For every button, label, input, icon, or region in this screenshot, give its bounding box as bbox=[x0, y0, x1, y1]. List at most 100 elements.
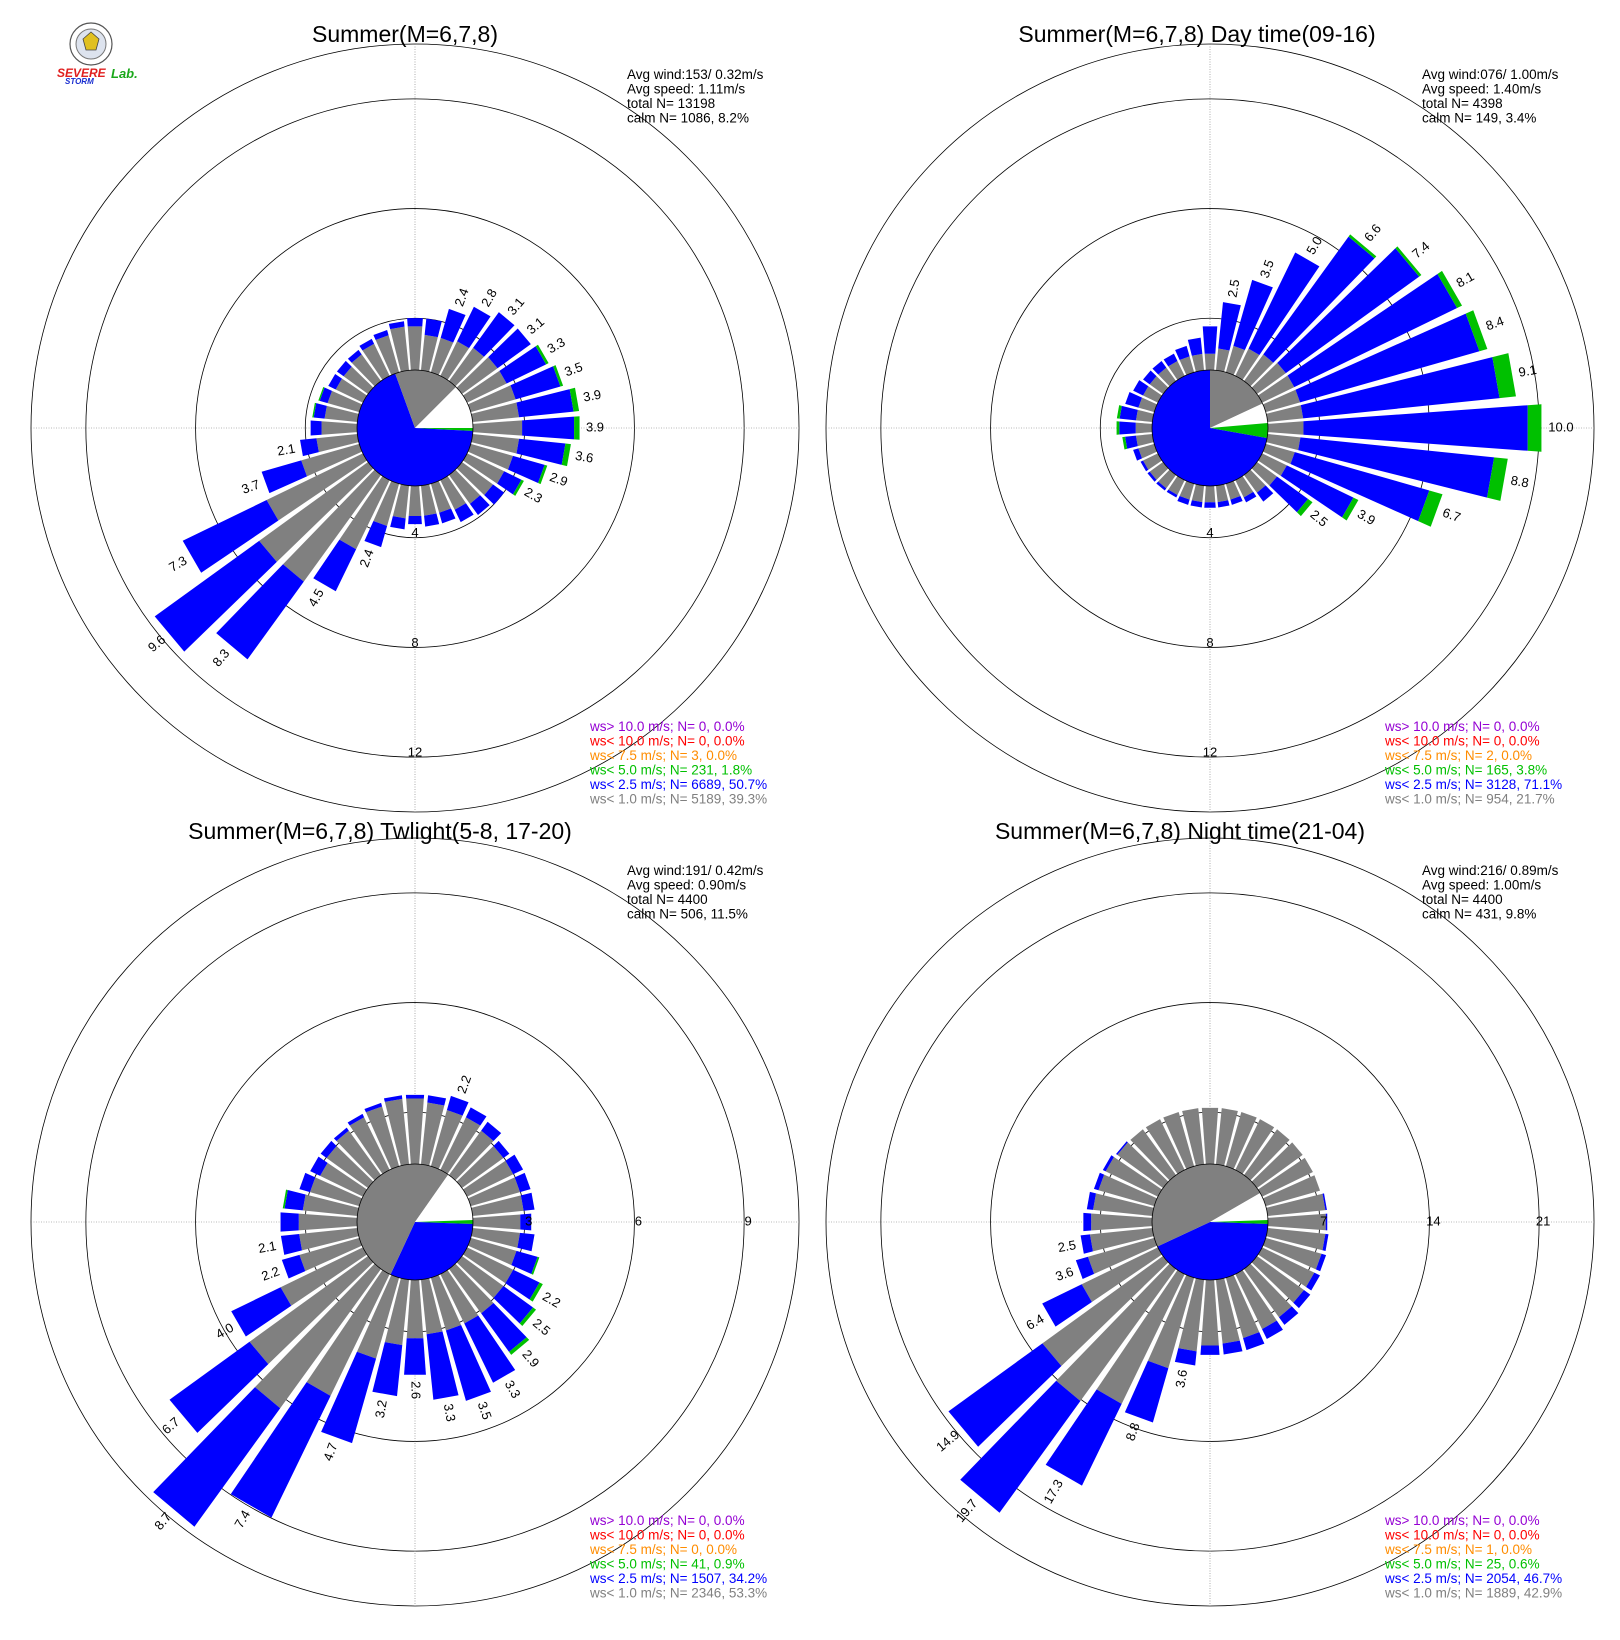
bar-segment-gray bbox=[1089, 1227, 1154, 1252]
legend-entry: ws< 10.0 m/s; N= 0, 0.0% bbox=[589, 734, 745, 749]
bar-segment-gray bbox=[326, 1146, 374, 1188]
bar-segment-blue bbox=[454, 503, 474, 523]
ring-label: 4 bbox=[411, 525, 418, 540]
legend-entry: ws< 2.5 m/s; N= 3128, 71.1% bbox=[1384, 777, 1562, 792]
bar-label: 3.3 bbox=[545, 334, 568, 356]
legend-entry: ws> 10.0 m/s; N= 0, 0.0% bbox=[1384, 719, 1540, 734]
bar-label: 3.9 bbox=[582, 387, 602, 405]
bar-label: 4.7 bbox=[320, 1441, 340, 1463]
bar-segment-blue bbox=[520, 1192, 535, 1211]
calm-sector-gray bbox=[415, 370, 457, 428]
calm-sector-blue bbox=[357, 373, 473, 486]
bar-segment-gray bbox=[456, 1146, 504, 1188]
bar-segment-blue bbox=[517, 1232, 535, 1252]
bar-segment-blue bbox=[484, 484, 505, 505]
bar-segment-gray bbox=[1235, 1270, 1277, 1330]
bar-segment-green bbox=[519, 1307, 537, 1326]
bar-segment-blue bbox=[510, 366, 561, 400]
bar-segment-gray bbox=[1244, 1263, 1292, 1318]
bar-segment-blue bbox=[347, 1113, 365, 1126]
ring-label: 14 bbox=[1426, 1213, 1440, 1228]
bar-label: 2.6 bbox=[409, 1381, 424, 1399]
ring-label: 8 bbox=[1206, 635, 1213, 650]
bar-label: 2.5 bbox=[1057, 1237, 1077, 1255]
bar-segment-gray bbox=[1244, 354, 1274, 387]
bar-segment-gray bbox=[1135, 409, 1154, 423]
bar-segment-gray bbox=[1258, 1247, 1315, 1288]
legend-entry: ws< 2.5 m/s; N= 1507, 34.2% bbox=[589, 1571, 767, 1586]
bar-segment-blue bbox=[319, 387, 333, 404]
bar-segment-gray bbox=[1130, 1129, 1176, 1181]
bar-label: 2.9 bbox=[548, 469, 570, 489]
bar-segment-blue bbox=[1300, 357, 1500, 419]
bar-label: 8.3 bbox=[209, 646, 232, 669]
bar-segment-blue bbox=[440, 308, 466, 343]
bar-segment-gray bbox=[420, 1102, 445, 1166]
bar-segment-green bbox=[529, 1282, 543, 1302]
legend-entry: ws> 10.0 m/s; N= 0, 0.0% bbox=[589, 1513, 745, 1528]
bar-segment-blue bbox=[1230, 495, 1243, 505]
stat-line: calm N= 431, 9.8% bbox=[1422, 907, 1536, 922]
bar-label: 3.6 bbox=[574, 448, 594, 466]
bar-segment-blue bbox=[182, 500, 279, 573]
bar-segment-gray bbox=[1204, 485, 1216, 503]
bar-segment-blue bbox=[1248, 252, 1320, 355]
bar-segment-green bbox=[1116, 421, 1120, 435]
legend-entry: ws< 1.0 m/s; N= 954, 21.7% bbox=[1384, 792, 1555, 807]
bar-segment-green bbox=[1418, 490, 1443, 527]
calm-sector-gray bbox=[1210, 1164, 1261, 1222]
calm-sector-gray bbox=[1210, 370, 1263, 428]
bar-segment-blue bbox=[1119, 405, 1138, 421]
bar-label: 3.3 bbox=[502, 1378, 524, 1401]
bar-segment-blue bbox=[1116, 1141, 1128, 1155]
bar-label: 3.2 bbox=[372, 1399, 390, 1419]
bar-segment-gray bbox=[1087, 1237, 1158, 1274]
bar-label: 9.1 bbox=[1517, 362, 1537, 380]
bar-segment-gray bbox=[1266, 1193, 1326, 1217]
bar-segment-gray bbox=[406, 1098, 424, 1165]
bar-label: 14.9 bbox=[933, 1427, 962, 1455]
legend-entry: ws< 7.5 m/s; N= 0, 0.0% bbox=[589, 1542, 737, 1557]
bar-segment-gray bbox=[471, 402, 520, 423]
panel-title: Summer(M=6,7,8) Day time(09-16) bbox=[1018, 21, 1375, 47]
bar-segment-gray bbox=[320, 1162, 367, 1197]
bar-segment-gray bbox=[1158, 469, 1176, 489]
bar-segment-green bbox=[553, 365, 564, 387]
bar-segment-gray bbox=[456, 1256, 504, 1298]
bar-label: 4.0 bbox=[213, 1320, 236, 1342]
bar-segment-blue bbox=[1295, 313, 1480, 403]
bar-segment-green bbox=[1348, 234, 1377, 259]
bar-segment-gray bbox=[467, 385, 516, 413]
ring-label: 8 bbox=[411, 635, 418, 650]
bar-segment-green bbox=[1116, 405, 1122, 419]
bar-segment-gray bbox=[1098, 1174, 1158, 1207]
bar-segment-blue bbox=[1202, 326, 1218, 354]
bar-segment-gray bbox=[1143, 453, 1162, 470]
bar-segment-blue bbox=[1315, 1253, 1327, 1272]
calm-sector-green bbox=[415, 428, 473, 432]
bar-segment-green bbox=[1342, 497, 1359, 521]
wind-rose-panel: 3.6 8.8 17.3 19.7 14.9 6.4 3.6 2.5 7 14 21 Summer(M… bbox=[825, 818, 1595, 1607]
bar-label: 3.6 bbox=[1053, 1264, 1075, 1284]
bar-segment-blue bbox=[1133, 448, 1143, 461]
stat-line: calm N= 506, 11.5% bbox=[627, 907, 748, 922]
bar-segment-gray bbox=[467, 1237, 517, 1266]
bar-segment-gray bbox=[1149, 462, 1169, 480]
bar-segment-gray bbox=[471, 433, 520, 454]
bar-segment-gray bbox=[1225, 345, 1245, 376]
bar-segment-blue bbox=[522, 416, 575, 440]
bar-segment-gray bbox=[1215, 1278, 1240, 1344]
bar-segment-gray bbox=[1138, 443, 1158, 459]
bar-label: 2.4 bbox=[356, 547, 376, 569]
bar-segment-gray bbox=[306, 1270, 390, 1396]
bar-segment-blue bbox=[407, 318, 423, 327]
bar-segment-gray bbox=[309, 1177, 363, 1207]
bar-segment-gray bbox=[472, 420, 523, 436]
bar-segment-gray bbox=[1258, 375, 1295, 403]
bar-segment-gray bbox=[1204, 353, 1216, 371]
calm-sector-blue bbox=[1152, 370, 1268, 486]
bar-segment-blue bbox=[1175, 345, 1190, 361]
bar-segment-blue bbox=[373, 330, 389, 341]
bar-label: 2.8 bbox=[478, 286, 500, 309]
bar-segment-gray bbox=[1251, 1256, 1304, 1303]
